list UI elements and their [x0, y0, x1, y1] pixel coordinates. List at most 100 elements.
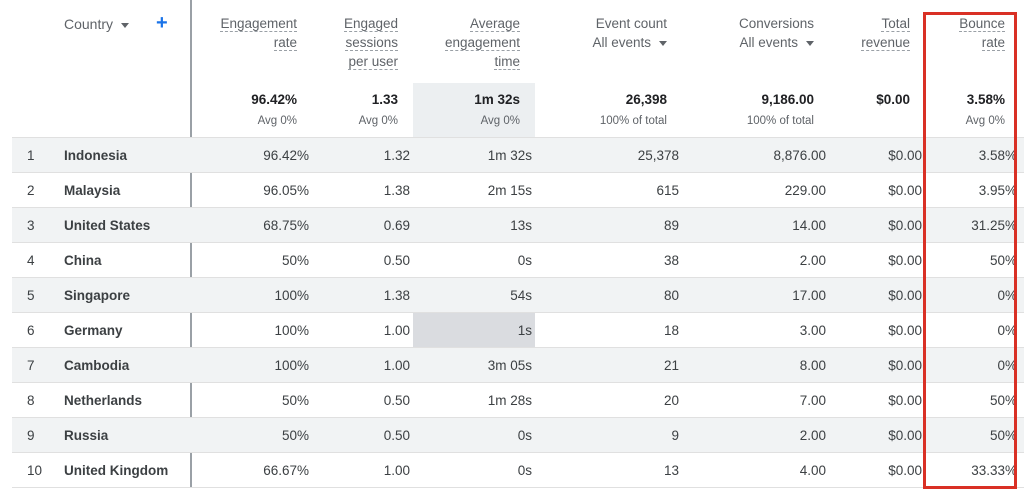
- column-divider: [190, 0, 192, 488]
- total-conversions: 9,186.00: [761, 92, 814, 107]
- bounce-rate-subtext: Avg 0%: [965, 115, 1005, 127]
- table-row[interactable]: 7 Cambodia 100% 1.00 3m 05s 21 8.00 $0.00 0%: [12, 347, 1024, 383]
- cell-avg-engagement: 1s: [517, 323, 532, 338]
- cell-event-count: 20: [663, 393, 679, 408]
- cell-bounce-rate: 0%: [997, 358, 1017, 373]
- header-engagement-rate-line2: rate: [273, 35, 297, 51]
- cell-engaged-sessions: 0.50: [383, 393, 410, 408]
- row-rank: 8: [27, 393, 35, 408]
- cell-event-count: 38: [663, 253, 679, 268]
- cell-bounce-rate: 50%: [989, 253, 1017, 268]
- cell-conversions: 8.00: [799, 358, 826, 373]
- cell-conversions: 8,876.00: [773, 148, 826, 163]
- cell-conversions: 2.00: [799, 253, 826, 268]
- header-average-engagement[interactable]: Average engagement time: [444, 14, 520, 71]
- row-shading: [12, 418, 1024, 453]
- cell-total-revenue: $0.00: [888, 288, 922, 303]
- cell-avg-engagement: 1m 28s: [487, 393, 532, 408]
- conversions-filter[interactable]: All events: [739, 35, 814, 50]
- row-shading: [12, 348, 1024, 383]
- cell-avg-engagement: 3m 05s: [487, 358, 532, 373]
- table-row[interactable]: 4 China 50% 0.50 0s 38 2.00 $0.00 50%: [12, 242, 1024, 278]
- row-country[interactable]: Cambodia: [64, 358, 130, 373]
- conversions-filter-label: All events: [739, 35, 798, 50]
- row-country[interactable]: Germany: [64, 323, 123, 338]
- row-country[interactable]: Singapore: [64, 288, 131, 303]
- header-total-revenue[interactable]: Total revenue: [861, 14, 910, 52]
- row-rank: 9: [27, 428, 35, 443]
- total-engagement-rate: 96.42%: [251, 92, 297, 107]
- cell-engagement-rate: 50%: [281, 253, 309, 268]
- total-avg-engagement: 1m 32s: [474, 92, 520, 107]
- header-bounce-rate-line2: rate: [981, 35, 1005, 51]
- cell-bounce-rate: 33.33%: [971, 463, 1017, 478]
- row-country[interactable]: Indonesia: [64, 148, 128, 163]
- hovered-cell-highlight: [413, 313, 535, 348]
- chevron-down-icon: [659, 40, 667, 46]
- cell-total-revenue: $0.00: [888, 183, 922, 198]
- row-rank: 4: [27, 253, 35, 268]
- header-total-revenue-line2: revenue: [861, 35, 910, 51]
- cell-bounce-rate: 50%: [989, 393, 1017, 408]
- cell-event-count: 89: [663, 218, 679, 233]
- table-row[interactable]: 10 United Kingdom 66.67% 1.00 0s 13 4.00 $0.00 3…: [12, 452, 1024, 488]
- row-country[interactable]: Russia: [64, 428, 109, 443]
- cell-event-count: 9: [671, 428, 679, 443]
- header-bounce-rate[interactable]: Bounce rate: [959, 14, 1005, 52]
- cell-avg-engagement: 2m 15s: [487, 183, 532, 198]
- country-dimension-selector[interactable]: Country: [64, 16, 130, 32]
- row-country[interactable]: Netherlands: [64, 393, 143, 408]
- header-engaged-sessions[interactable]: Engaged sessions per user: [343, 14, 398, 71]
- row-country[interactable]: China: [64, 253, 102, 268]
- cell-total-revenue: $0.00: [888, 393, 922, 408]
- avg-engagement-subtext: Avg 0%: [480, 115, 520, 127]
- row-rank: 3: [27, 218, 35, 233]
- bounce-rate-highlight-box: [923, 12, 1017, 489]
- total-event-count: 26,398: [625, 92, 667, 107]
- row-country[interactable]: United Kingdom: [64, 463, 169, 478]
- cell-engaged-sessions: 0.50: [383, 253, 410, 268]
- cell-engagement-rate: 100%: [274, 358, 309, 373]
- row-rank: 7: [27, 358, 35, 373]
- header-engaged-sessions-line2: sessions: [345, 35, 398, 51]
- cell-engaged-sessions: 1.00: [383, 358, 410, 373]
- cell-total-revenue: $0.00: [888, 253, 922, 268]
- table-row[interactable]: 9 Russia 50% 0.50 0s 9 2.00 $0.00 50%: [12, 417, 1024, 453]
- table-row[interactable]: 8 Netherlands 50% 0.50 1m 28s 20 7.00 $0.00 50%: [12, 382, 1024, 418]
- cell-engaged-sessions: 1.00: [383, 323, 410, 338]
- cell-engagement-rate: 50%: [281, 393, 309, 408]
- row-country[interactable]: United States: [64, 218, 151, 233]
- cell-bounce-rate: 50%: [989, 428, 1017, 443]
- header-engagement-rate[interactable]: Engagement rate: [220, 14, 297, 52]
- cell-conversions: 14.00: [792, 218, 826, 233]
- header-event-count[interactable]: Event count All events: [592, 14, 667, 52]
- header-avg-engagement-line2: engagement: [444, 35, 520, 51]
- row-country[interactable]: Malaysia: [64, 183, 121, 198]
- event-count-filter[interactable]: All events: [592, 35, 667, 50]
- cell-avg-engagement: 0s: [517, 428, 532, 443]
- cell-total-revenue: $0.00: [888, 148, 922, 163]
- table-row[interactable]: 6 Germany 100% 1.00 1s 18 3.00 $0.00 0%: [12, 312, 1024, 348]
- cell-engaged-sessions: 1.38: [383, 183, 410, 198]
- header-conversions[interactable]: Conversions All events: [739, 14, 814, 52]
- header-event-count-label: Event count: [595, 16, 667, 31]
- cell-bounce-rate: 3.95%: [978, 183, 1017, 198]
- table-row[interactable]: 3 United States 68.75% 0.69 13s 89 14.00 $0.00 3…: [12, 207, 1024, 243]
- event-count-subtext: 100% of total: [599, 115, 667, 127]
- add-dimension-icon[interactable]: +: [156, 12, 168, 34]
- cell-conversions: 17.00: [792, 288, 826, 303]
- cell-total-revenue: $0.00: [888, 463, 922, 478]
- cell-avg-engagement: 54s: [510, 288, 532, 303]
- cell-bounce-rate: 3.58%: [978, 148, 1017, 163]
- cell-event-count: 13: [663, 463, 679, 478]
- cell-avg-engagement: 0s: [517, 463, 532, 478]
- row-rank: 6: [27, 323, 35, 338]
- cell-conversions: 229.00: [784, 183, 826, 198]
- table-row[interactable]: 5 Singapore 100% 1.38 54s 80 17.00 $0.00 0%: [12, 277, 1024, 313]
- table-row[interactable]: 1 Indonesia 96.42% 1.32 1m 32s 25,378 8,876.00…: [12, 137, 1024, 173]
- table-row[interactable]: 2 Malaysia 96.05% 1.38 2m 15s 615 229.00 $0.00 3…: [12, 172, 1024, 208]
- cell-total-revenue: $0.00: [888, 358, 922, 373]
- header-avg-engagement-line1: Average: [469, 16, 520, 32]
- cell-engaged-sessions: 1.32: [383, 148, 410, 163]
